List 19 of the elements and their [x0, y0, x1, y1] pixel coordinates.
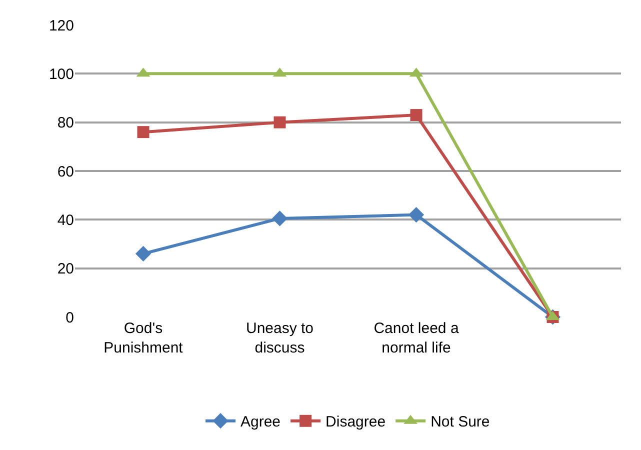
point [408, 207, 424, 223]
point [135, 246, 152, 262]
x-tick-label: Canot leed a normal life [374, 320, 460, 356]
point [272, 210, 288, 226]
y-tick-label: 20 [57, 260, 74, 278]
y-tick-label: 80 [57, 114, 74, 132]
x-tick-label: God's Punishment [104, 320, 184, 356]
point [137, 126, 150, 138]
y-tick-label: 0 [66, 309, 74, 326]
point [410, 109, 422, 122]
legend-label: Disagree [326, 414, 386, 431]
y-tick-label: 60 [57, 163, 74, 180]
y-tick-label: 40 [57, 212, 74, 229]
legend-label: Not Sure [430, 414, 490, 431]
legend-label: Agree [240, 414, 281, 431]
x-tick-label: Uneasy to discuss [246, 320, 314, 356]
point [274, 116, 286, 128]
y-tick-label: 100 [48, 66, 74, 83]
y-tick-label: 120 [48, 17, 74, 34]
